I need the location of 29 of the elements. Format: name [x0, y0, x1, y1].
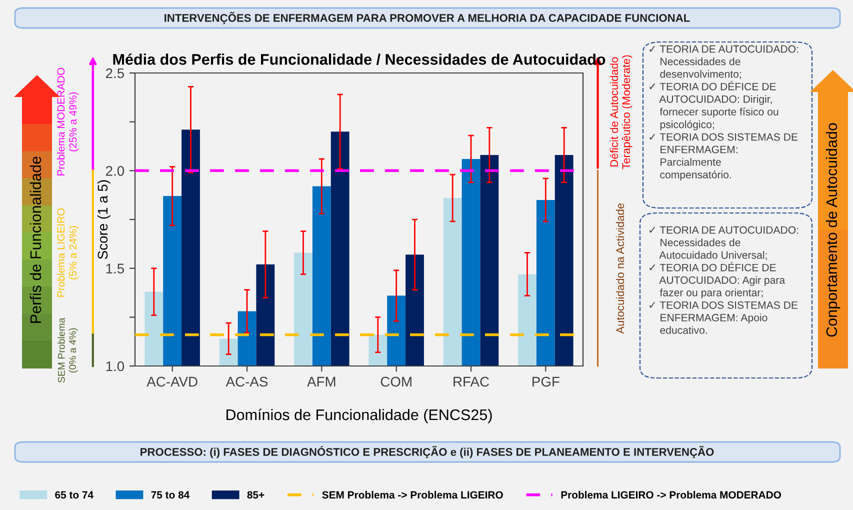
y-tick-label: 1.5 — [106, 264, 124, 274]
text: Autocuidado na Actividade — [616, 203, 624, 334]
x-tick-label: COM — [380, 376, 412, 387]
text: PROCESSO: (i) FASES DE DIAGNÓSTICO E PRESCRIÇÃO e (ii) FASES DE PLANEAMENTO E INTERVENÇÃO — [140, 446, 714, 458]
legend-label: 65 to 74 — [55, 491, 94, 499]
y-axis-title: Score (1 a 5) — [97, 180, 110, 260]
chart-title: Média dos Perfis de Funcionalidade / Necessidades de Autocuidado — [113, 53, 606, 65]
text: Déficit de Autocuidado Terapêutico (Moderate) — [610, 55, 632, 170]
x-tick-label: AFM — [307, 376, 336, 386]
legend-label: 85+ — [247, 491, 264, 499]
legend-label: Problema LIGEIRO -> Problema MODERADO — [561, 490, 782, 499]
text: Conportamento de Autocuidado — [826, 123, 840, 337]
x-axis-title: Domínios de Funcionalidade (ENCS25) — [226, 408, 492, 424]
legend-label: SEM Problema -> Problema LIGEIRO — [322, 490, 503, 499]
x-tick-label: PGF — [532, 376, 560, 387]
x-tick-label: AC-AVD — [146, 376, 198, 387]
x-tick-label: RFAC — [454, 376, 489, 387]
legend-label: 75 to 84 — [151, 491, 190, 499]
text: SEM Problema (0% a 4%) — [58, 318, 78, 383]
y-tick-label: 1.0 — [106, 361, 124, 372]
y-tick-label: 2.0 — [106, 166, 124, 176]
text: INTERVENÇÕES DE ENFERMAGEM PARA PROMOVER A MELHORIA DA CAPACIDADE FUNCIONAL — [164, 12, 690, 24]
text: Perfis de Funcionalidade — [30, 156, 42, 323]
x-tick-label: AC-AS — [226, 376, 268, 387]
text: ✓ TEORIA DE AUTOCUIDADO: Necessidades de Autocuidado Universal; ✓ TEORIA DO DÉFICE DE AUTOCUIDADO: Agir para fazer ou para orientar; ✓ TEORIA DOS SISTEMAS DE ENFERMAGEM: Apoio educativo. — [650, 226, 798, 334]
text: Problema LIGEIRO (5% a 24%) — [56, 208, 79, 297]
text: ✓ TEORIA DE AUTOCUIDADO: Necessidades de desenvolvimento; ✓ TEORIA DO DÉFICE DE AUTOCUIDADO: Dirigir, fornecer suporte físico ou psicológico; ✓ TEORIA DOS SISTEMAS DE ENFERMAGEM: Parcialmente compensatório. — [650, 45, 798, 181]
y-tick-label: 2.5 — [106, 68, 124, 78]
text: Problema MODERADO (25% a 49%) — [56, 68, 79, 176]
